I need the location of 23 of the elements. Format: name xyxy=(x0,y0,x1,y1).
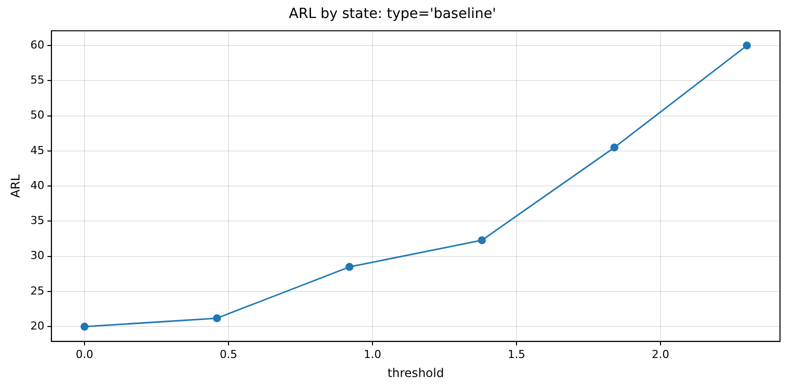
y-tick-label: 60 xyxy=(30,38,44,52)
y-tick-label: 20 xyxy=(30,320,44,332)
x-tick-label: 1.0 xyxy=(364,348,382,361)
point xyxy=(212,314,221,322)
x-axis-title: threshold xyxy=(387,366,444,380)
chart-title: ARL by state: type='baseline' xyxy=(288,6,496,22)
y-tick-label: 55 xyxy=(30,74,44,87)
x-tick-label: 0.0 xyxy=(76,348,94,361)
y-tick-label: 25 xyxy=(30,284,44,298)
x-tick-label: 0.5 xyxy=(220,348,238,361)
y-tick-label: 45 xyxy=(30,144,44,157)
y-tick-label: 40 xyxy=(30,178,44,192)
point xyxy=(478,236,486,244)
point xyxy=(345,262,354,271)
y-tick-label: 35 xyxy=(30,214,44,228)
y-tick-label: 30 xyxy=(30,249,44,262)
x-tick-label: 2.0 xyxy=(652,348,670,361)
y-axis-title: ARL xyxy=(8,174,22,198)
x-tick-label: 1.5 xyxy=(508,348,526,361)
point xyxy=(610,143,618,152)
y-tick-label: 50 xyxy=(30,108,44,122)
point xyxy=(80,322,89,331)
point xyxy=(742,42,751,50)
